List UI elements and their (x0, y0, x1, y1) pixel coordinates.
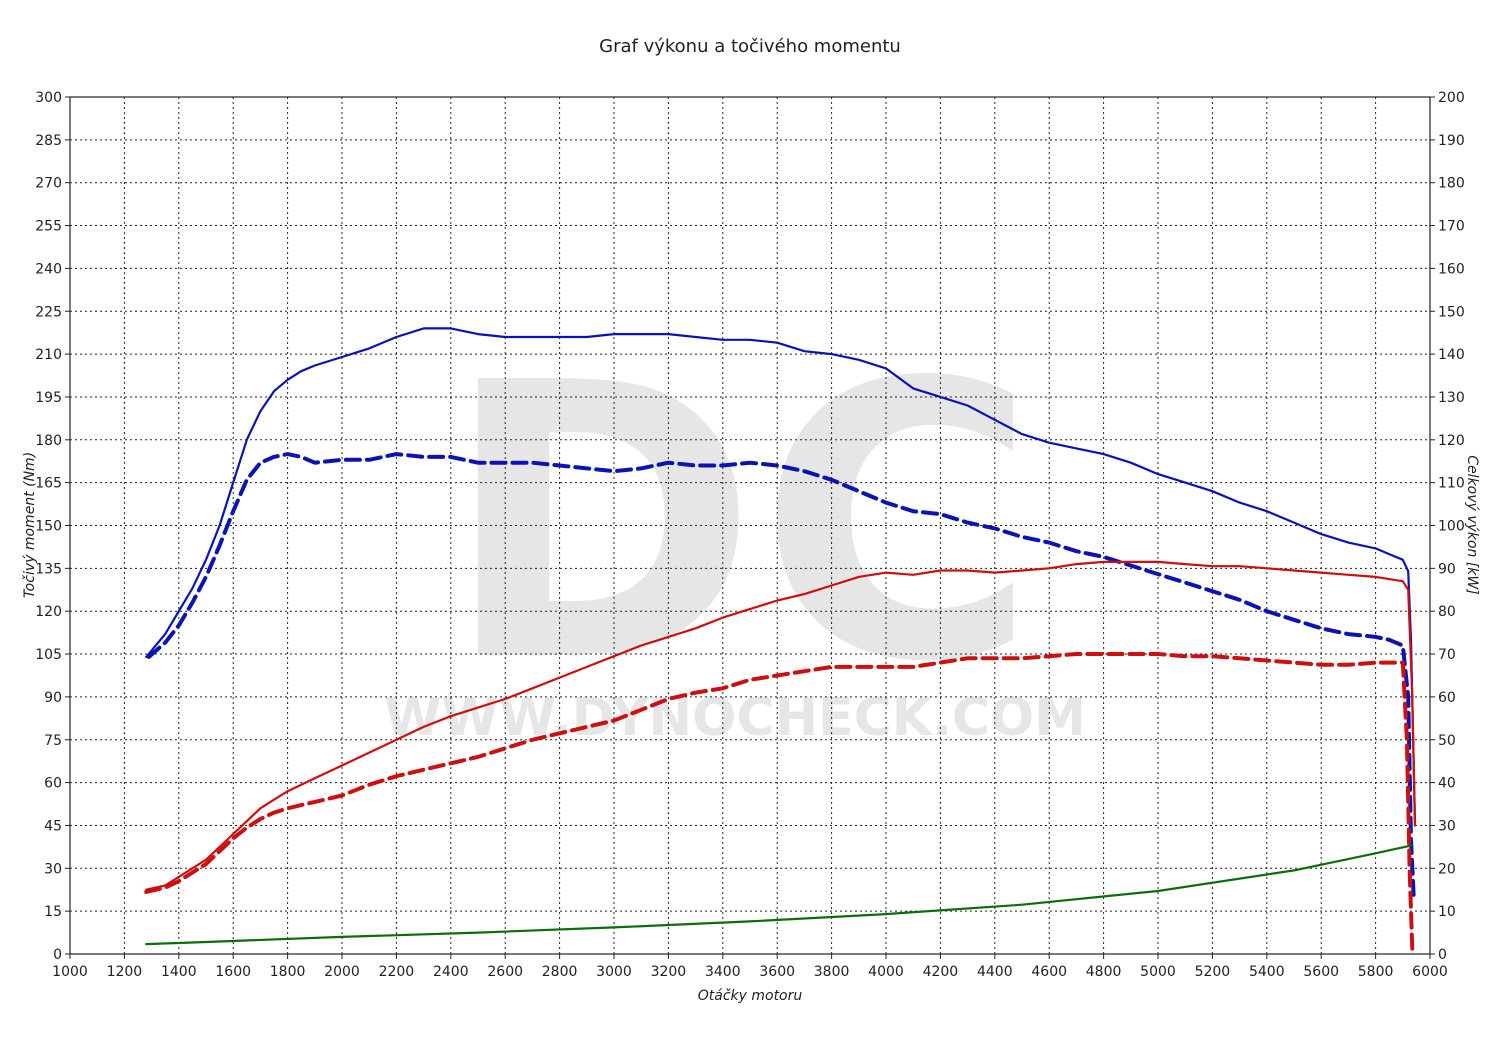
x-tick-label: 5600 (1303, 964, 1339, 980)
x-tick-label: 2000 (324, 964, 360, 980)
y-left-tick-label: 15 (44, 904, 62, 920)
x-tick-label: 2400 (433, 964, 469, 980)
series-group (144, 327, 1417, 952)
y-left-tick-label: 105 (35, 647, 62, 663)
series-line-torque-solid (145, 327, 1417, 827)
watermark-logo: DC (443, 302, 1037, 745)
y-left-tick-label: 180 (35, 433, 62, 449)
y-right-tick-label: 200 (1438, 90, 1465, 106)
y-right-tick-label: 110 (1438, 476, 1465, 492)
y-right-tick-label: 50 (1438, 733, 1456, 749)
x-tick-label: 1200 (107, 964, 143, 980)
y-right-tick-label: 160 (1438, 261, 1465, 277)
y-left-tick-label: 45 (44, 818, 62, 834)
y-left-tick-label: 210 (35, 347, 62, 363)
x-tick-label: 5200 (1195, 964, 1231, 980)
y-left-tick-label: 135 (35, 561, 62, 577)
x-tick-label: 3200 (651, 964, 687, 980)
y-right-tick-label: 60 (1438, 690, 1456, 706)
y-right-tick-label: 10 (1438, 904, 1456, 920)
y-left-tick-label: 150 (35, 519, 62, 535)
y-right-tick-label: 150 (1438, 304, 1465, 320)
y-left-tick-label: 195 (35, 390, 62, 406)
x-tick-label: 4200 (923, 964, 959, 980)
watermark-url: WWW.DYNOCHECK.COM (384, 688, 1086, 748)
y-right-tick-label: 70 (1438, 647, 1456, 663)
y-left-tick-label: 240 (35, 261, 62, 277)
y-left-tick-label: 60 (44, 776, 62, 792)
y-left-tick-label: 225 (35, 304, 62, 320)
y-right-tick-label: 0 (1438, 947, 1447, 963)
y-left-tick-label: 270 (35, 176, 62, 192)
x-tick-label: 4000 (868, 964, 904, 980)
y-left-tick-label: 255 (35, 219, 62, 235)
x-tick-label: 1000 (52, 964, 88, 980)
y-left-tick-label: 75 (44, 733, 62, 749)
y-left-tick-label: 0 (53, 947, 62, 963)
y-left-tick-label: 285 (35, 133, 62, 149)
chart-title: Graf výkonu a točivého momentu (599, 36, 901, 57)
watermark: DC WWW.DYNOCHECK.COM (384, 302, 1086, 748)
x-tick-label: 3400 (705, 964, 741, 980)
x-tick-label: 4400 (977, 964, 1013, 980)
x-axis-title: Otáčky motoru (698, 988, 803, 1004)
y-right-tick-label: 130 (1438, 390, 1465, 406)
y-left-tick-label: 90 (44, 690, 62, 706)
axis-ticks: 1000 1200 1400 1600 1800 2000 2200 2400 2600 2800… (35, 90, 1464, 980)
series-line-power-dashed (144, 652, 1415, 952)
y-right-tick-label: 30 (1438, 818, 1456, 834)
y-right-tick-label: 20 (1438, 861, 1456, 877)
y-right-tick-label: 80 (1438, 604, 1456, 620)
y-right-tick-label: 180 (1438, 176, 1465, 192)
x-tick-label: 6000 (1412, 964, 1448, 980)
x-tick-label: 1800 (270, 964, 306, 980)
x-tick-label: 3600 (759, 964, 795, 980)
x-tick-label: 3000 (596, 964, 632, 980)
x-tick-label: 5800 (1358, 964, 1394, 980)
y-right-tick-label: 140 (1438, 347, 1465, 363)
x-tick-label: 3800 (814, 964, 850, 980)
x-tick-label: 1400 (161, 964, 197, 980)
series-line-power-solid (145, 560, 1417, 891)
y-right-tick-label: 190 (1438, 133, 1465, 149)
y-right-tick-label: 90 (1438, 561, 1456, 577)
y-right-tick-label: 170 (1438, 219, 1465, 235)
y-left-tick-label: 120 (35, 604, 62, 620)
x-tick-label: 5400 (1249, 964, 1285, 980)
x-tick-label: 4800 (1086, 964, 1122, 980)
y-axis-left-title: Točivý moment (Nm) (22, 452, 38, 598)
x-tick-label: 4600 (1031, 964, 1067, 980)
x-tick-label: 2800 (542, 964, 578, 980)
grid (70, 97, 1430, 954)
y-right-tick-label: 120 (1438, 433, 1465, 449)
y-left-tick-label: 165 (35, 476, 62, 492)
y-axis-right-title: Celkový výkon [kW] (1464, 455, 1480, 594)
x-tick-label: 5000 (1140, 964, 1176, 980)
series-line-torque-dashed (146, 452, 1416, 899)
y-right-tick-label: 100 (1438, 519, 1465, 535)
series-line-losses-solid (145, 844, 1413, 946)
x-tick-label: 1600 (215, 964, 251, 980)
y-left-tick-label: 300 (35, 90, 62, 106)
x-tick-label: 2600 (487, 964, 523, 980)
x-tick-label: 2200 (379, 964, 415, 980)
y-left-tick-label: 30 (44, 861, 62, 877)
y-right-tick-label: 40 (1438, 776, 1456, 792)
